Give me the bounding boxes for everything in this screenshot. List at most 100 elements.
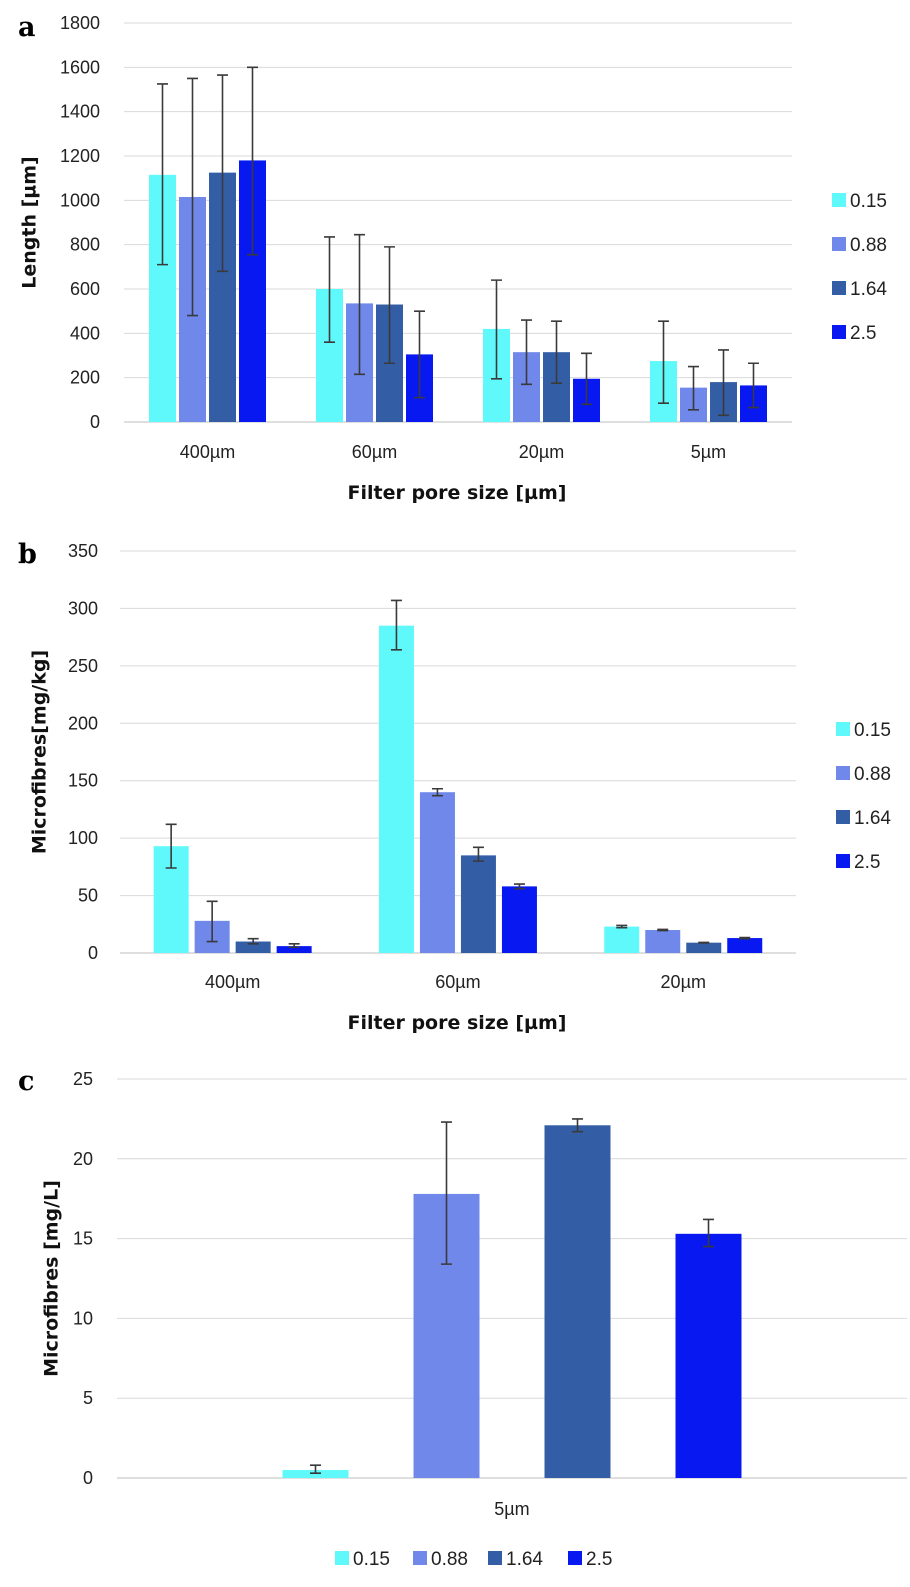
a-x-tick-label-0: 400µm — [180, 442, 235, 462]
chart-panel-c: c 0 5 10 15 20 25 Microfibres [mg/L] 5µm 0.15 0.8… — [18, 1066, 907, 1570]
a-y-tick-label-9: 1800 — [60, 13, 100, 33]
c-y-tick-label-5: 25 — [73, 1069, 93, 1089]
b-x-tick-label-0: 400µm — [205, 972, 260, 992]
c-error-bar-0-0 — [310, 1464, 321, 1475]
b-bar-0-2 — [235, 941, 271, 953]
c-legend-label-0: 0.15 — [353, 1549, 390, 1570]
a-x-tick-label-2: 20µm — [519, 442, 564, 462]
a-legend-label-1: 0.88 — [850, 235, 887, 256]
a-error-bar-2-3 — [581, 352, 592, 406]
b-x-tick-label-1: 60µm — [435, 972, 480, 992]
b-y-tick-label-1: 50 — [78, 886, 98, 906]
b-legend-swatch-1 — [836, 766, 850, 780]
a-y-axis-title: Length [µm] — [19, 156, 41, 289]
a-y-tick-label-5: 1000 — [60, 190, 100, 210]
a-legend-swatch-1 — [832, 237, 846, 251]
b-bar-1-0 — [378, 625, 414, 953]
b-bar-2-1 — [645, 930, 681, 953]
c-y-tick-label-4: 20 — [73, 1149, 93, 1169]
c-y-tick-label-0: 0 — [83, 1468, 93, 1488]
b-legend-swatch-2 — [836, 810, 850, 824]
a-legend-label-2: 1.64 — [850, 279, 887, 300]
chart-panel-b: b 0 50 100 150 200 250 300 350 Microfibres[mg/kg… — [18, 539, 891, 1034]
a-y-tick-label-0: 0 — [90, 412, 100, 432]
c-y-axis-title: Microfibres [mg/L] — [41, 1180, 63, 1377]
a-x-axis-title: Filter pore size [µm] — [347, 482, 566, 504]
c-error-bar-0-3 — [703, 1218, 714, 1248]
c-legend-label-3: 2.5 — [586, 1549, 612, 1570]
c-legend-swatch-2 — [488, 1551, 502, 1565]
b-bar-2-0 — [604, 926, 640, 953]
a-error-bar-1-0 — [324, 236, 335, 343]
b-y-tick-label-3: 150 — [68, 771, 98, 791]
a-error-bar-0-3 — [247, 66, 258, 256]
b-error-bar-1-1 — [431, 787, 443, 797]
c-error-bar-0-1 — [441, 1121, 452, 1265]
a-error-bar-2-1 — [521, 319, 532, 386]
a-error-bar-3-1 — [688, 365, 699, 411]
b-bar-2-3 — [727, 938, 763, 953]
b-x-axis-title: Filter pore size [µm] — [347, 1012, 566, 1034]
c-legend-swatch-1 — [413, 1551, 427, 1565]
a-y-tick-label-2: 400 — [70, 323, 100, 343]
b-legend-label-0: 0.15 — [854, 720, 891, 741]
a-error-bar-0-0 — [157, 83, 168, 266]
b-y-tick-label-6: 300 — [68, 598, 98, 618]
a-error-bar-2-0 — [491, 279, 502, 380]
b-error-bar-1-2 — [472, 846, 484, 862]
b-y-tick-label-7: 350 — [68, 541, 98, 561]
a-error-bar-2-2 — [551, 320, 562, 385]
panel-label-a: a — [18, 12, 36, 43]
a-error-bar-1-2 — [384, 246, 395, 365]
b-error-bar-0-1 — [206, 900, 218, 943]
c-y-tick-label-1: 5 — [83, 1388, 93, 1408]
a-error-bar-3-0 — [658, 320, 669, 404]
a-y-tick-label-6: 1200 — [60, 146, 100, 166]
a-x-tick-label-1: 60µm — [352, 442, 397, 462]
b-error-bar-0-0 — [165, 823, 177, 869]
b-x-tick-label-2: 20µm — [661, 972, 706, 992]
a-x-tick-label-3: 5µm — [691, 442, 726, 462]
c-legend-swatch-3 — [568, 1551, 582, 1565]
a-legend-swatch-0 — [832, 193, 846, 207]
c-bar-0-3 — [675, 1233, 742, 1478]
a-y-tick-label-1: 200 — [70, 368, 100, 388]
b-bar-1-1 — [419, 792, 455, 953]
b-error-bar-1-0 — [390, 599, 402, 651]
b-bar-2-2 — [686, 942, 722, 953]
panel-label-b: b — [18, 539, 37, 570]
chart-panel-a: a 0 200 400 600 800 1000 1200 1400 1600 1800 Lengt… — [18, 12, 887, 504]
b-error-bar-0-3 — [288, 943, 300, 949]
b-error-bar-1-3 — [513, 883, 525, 890]
a-legend-label-0: 0.15 — [850, 191, 887, 212]
a-y-tick-label-4: 800 — [70, 235, 100, 255]
a-y-tick-label-3: 600 — [70, 279, 100, 299]
a-error-bar-1-3 — [414, 310, 425, 399]
c-legend-label-1: 0.88 — [431, 1549, 468, 1570]
a-error-bar-3-2 — [718, 349, 729, 417]
b-error-bar-2-3 — [739, 936, 751, 940]
c-y-tick-label-2: 10 — [73, 1308, 93, 1328]
b-y-axis-title: Microfibres[mg/kg] — [29, 650, 51, 854]
a-error-bar-3-3 — [748, 362, 759, 409]
b-legend-label-3: 2.5 — [854, 852, 880, 873]
b-legend-swatch-0 — [836, 722, 850, 736]
b-y-tick-label-4: 200 — [68, 713, 98, 733]
a-error-bar-0-1 — [187, 77, 198, 317]
a-legend-label-3: 2.5 — [850, 323, 876, 344]
panel-label-c: c — [18, 1066, 34, 1097]
b-y-tick-label-2: 100 — [68, 828, 98, 848]
b-legend-swatch-3 — [836, 854, 850, 868]
c-error-bar-0-2 — [572, 1118, 583, 1133]
b-error-bar-2-1 — [657, 928, 669, 932]
b-y-tick-label-0: 0 — [88, 943, 98, 963]
a-legend-swatch-2 — [832, 281, 846, 295]
b-bar-0-3 — [276, 946, 312, 953]
b-legend-label-1: 0.88 — [854, 764, 891, 785]
a-legend-swatch-3 — [832, 325, 846, 339]
b-legend-label-2: 1.64 — [854, 808, 891, 829]
a-error-bar-1-1 — [354, 233, 365, 376]
b-bar-1-2 — [460, 855, 496, 953]
b-bar-1-3 — [501, 886, 537, 953]
